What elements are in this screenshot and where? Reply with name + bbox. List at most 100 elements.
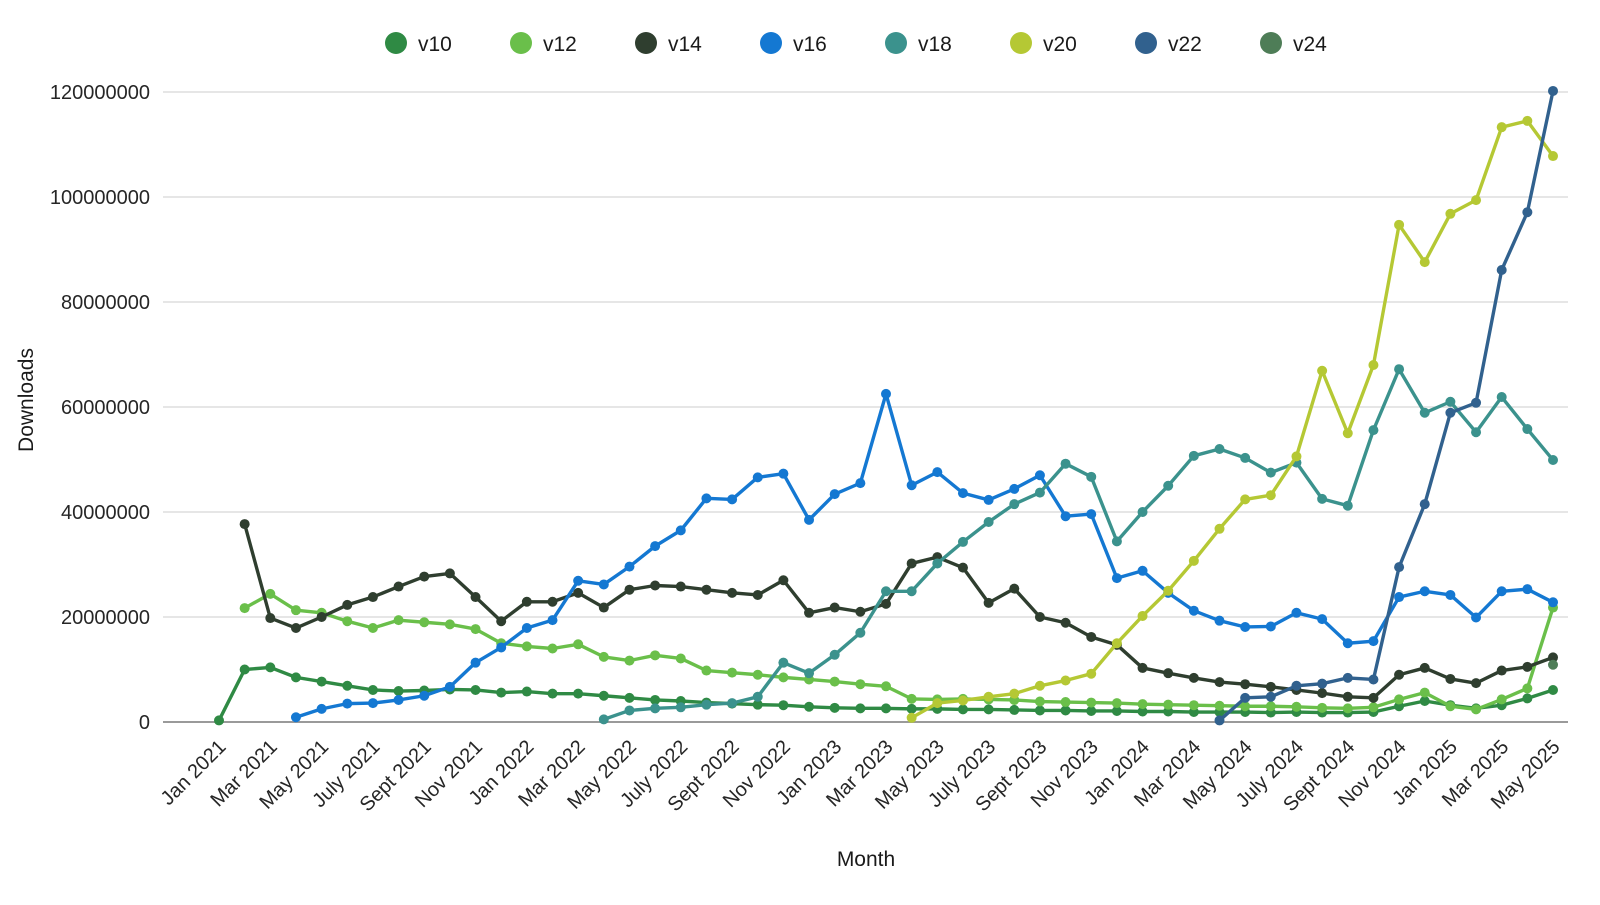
data-point-v16[interactable] [1240,621,1251,632]
data-point-v10[interactable] [470,684,481,695]
data-point-v18[interactable] [1445,396,1456,407]
data-point-v14[interactable] [1317,688,1328,699]
data-point-v14[interactable] [1522,661,1533,672]
data-point-v22[interactable] [1240,692,1251,703]
data-point-v16[interactable] [1419,586,1430,597]
data-point-v10[interactable] [1086,705,1097,716]
data-point-v20[interactable] [1188,555,1199,566]
data-point-v10[interactable] [598,690,609,701]
data-point-v20[interactable] [1034,680,1045,691]
legend-item-v20[interactable]: v20 [1010,32,1077,56]
data-point-v22[interactable] [1394,562,1405,573]
data-point-v14[interactable] [547,596,558,607]
data-point-v18[interactable] [1240,452,1251,463]
data-point-v18[interactable] [804,668,815,679]
data-point-v16[interactable] [419,690,430,701]
data-point-v16[interactable] [624,561,635,572]
data-point-v16[interactable] [829,489,840,500]
data-point-v18[interactable] [727,698,738,709]
data-point-v12[interactable] [1188,700,1199,711]
data-point-v12[interactable] [1368,702,1379,713]
data-point-v22[interactable] [1471,397,1482,408]
data-point-v12[interactable] [829,676,840,687]
data-point-v14[interactable] [701,584,712,595]
data-point-v12[interactable] [419,617,430,628]
data-point-v14[interactable] [1445,673,1456,684]
data-point-v16[interactable] [957,488,968,499]
data-point-v14[interactable] [1060,617,1071,628]
data-point-v14[interactable] [419,571,430,582]
data-point-v14[interactable] [1265,681,1276,692]
data-point-v14[interactable] [1034,612,1045,622]
data-point-v16[interactable] [521,623,532,634]
data-point-v14[interactable] [393,581,404,592]
data-point-v12[interactable] [778,672,789,683]
data-point-v14[interactable] [1368,692,1379,703]
data-point-v16[interactable] [547,615,558,626]
data-point-v10[interactable] [1060,705,1071,716]
data-point-v12[interactable] [239,603,250,614]
data-point-v12[interactable] [1214,700,1225,711]
data-point-v10[interactable] [367,684,378,695]
data-point-v20[interactable] [906,712,917,723]
data-point-v14[interactable] [778,575,789,586]
legend-item-v24[interactable]: v24 [1260,32,1327,56]
data-point-v14[interactable] [906,558,917,569]
data-point-v18[interactable] [701,699,712,710]
data-point-v16[interactable] [1496,586,1507,597]
data-point-v12[interactable] [1471,704,1482,715]
data-point-v18[interactable] [1137,507,1148,517]
data-point-v16[interactable] [906,480,917,491]
data-point-v20[interactable] [1496,122,1507,133]
data-point-v18[interactable] [1214,444,1225,454]
data-point-v20[interactable] [932,698,943,709]
data-point-v16[interactable] [1394,592,1405,603]
data-point-v14[interactable] [752,589,763,600]
data-point-v14[interactable] [239,519,250,530]
data-point-v18[interactable] [1496,392,1507,403]
data-point-v16[interactable] [1291,607,1302,618]
data-point-v18[interactable] [752,691,763,702]
data-point-v12[interactable] [1522,683,1533,694]
data-point-v20[interactable] [1548,151,1559,162]
data-point-v18[interactable] [1009,499,1020,510]
data-point-v18[interactable] [881,586,892,597]
data-point-v10[interactable] [1009,704,1020,715]
data-point-v12[interactable] [675,653,686,664]
data-point-v14[interactable] [1471,678,1482,689]
data-point-v16[interactable] [1368,636,1379,647]
data-point-v16[interactable] [727,494,738,505]
data-point-v16[interactable] [1137,565,1148,576]
data-point-v18[interactable] [675,702,686,713]
data-point-v20[interactable] [1471,195,1482,206]
data-point-v10[interactable] [393,686,404,697]
data-point-v12[interactable] [1317,702,1328,713]
data-point-v14[interactable] [521,596,532,607]
data-point-v16[interactable] [1548,597,1559,608]
data-point-v12[interactable] [444,619,455,630]
legend-item-v18[interactable]: v18 [885,32,952,56]
data-point-v14[interactable] [1240,679,1251,690]
data-point-v12[interactable] [547,643,558,654]
legend-item-v14[interactable]: v14 [635,32,702,56]
data-point-v10[interactable] [752,699,763,710]
data-point-v18[interactable] [957,536,968,547]
data-point-v16[interactable] [573,575,584,586]
data-point-v20[interactable] [1060,675,1071,686]
data-point-v20[interactable] [1009,688,1020,699]
data-point-v18[interactable] [1342,500,1353,511]
data-point-v16[interactable] [701,493,712,504]
data-point-v10[interactable] [855,703,866,714]
data-point-v14[interactable] [1188,672,1199,683]
data-point-v16[interactable] [1009,483,1020,494]
data-point-v10[interactable] [521,686,532,697]
data-point-v16[interactable] [367,698,378,709]
data-point-v20[interactable] [1086,668,1097,679]
data-point-v18[interactable] [1034,487,1045,498]
data-point-v10[interactable] [547,688,558,699]
data-point-v16[interactable] [1188,605,1199,616]
data-point-v22[interactable] [1342,672,1353,683]
data-point-v18[interactable] [1394,364,1405,375]
data-point-v16[interactable] [496,642,507,653]
data-point-v14[interactable] [342,599,353,610]
